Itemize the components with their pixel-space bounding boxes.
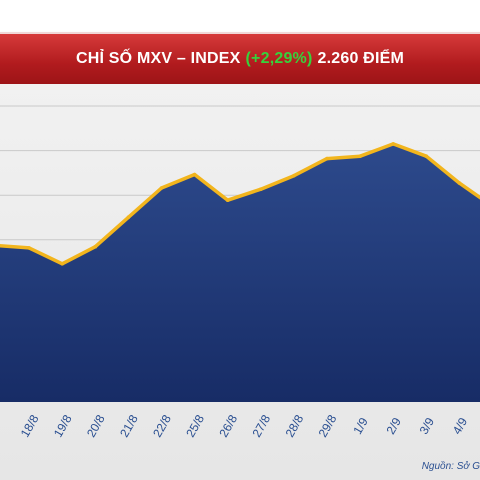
data-point-22-8 xyxy=(159,186,164,190)
x-tick-label: 28/8 xyxy=(283,412,307,440)
data-point-29-8 xyxy=(325,156,329,161)
x-tick-label: 19/8 xyxy=(51,412,75,440)
data-point-26-8 xyxy=(225,198,230,202)
x-tick-label: 4/9 xyxy=(450,415,471,437)
chart-title-banner: CHỈ SỐ MXV – INDEX (+2,29%) 2.260 ĐIỂM xyxy=(0,32,480,86)
x-tick-label: 27/8 xyxy=(249,412,273,440)
x-tick-label: 29/8 xyxy=(316,412,340,440)
x-tick-label: 21/8 xyxy=(117,412,141,440)
title-change-percent: (+2,29%) xyxy=(245,50,313,67)
data-point-21-8 xyxy=(126,215,131,220)
mxv-index-chart: 18/8 19/8 20/8 21/8 22/8 25/8 26/8 27/8 28/8 29/8… xyxy=(0,105,480,440)
data-point-18-8 xyxy=(27,246,31,250)
x-tick-label: 2/9 xyxy=(384,415,405,437)
source-note: Nguồn: Sở G xyxy=(421,461,480,472)
title-prefix: CHỈ SỐ MXV – INDEX xyxy=(76,50,241,67)
data-point-2-9 xyxy=(391,142,396,146)
data-point-25-8 xyxy=(192,172,197,177)
data-point-28-8 xyxy=(292,173,296,178)
index-area-fill xyxy=(0,143,480,402)
data-point-19-8 xyxy=(60,262,64,266)
data-point-20-8 xyxy=(93,244,98,249)
x-tick-label: 1/9 xyxy=(350,415,371,437)
chart-area: 18/8 19/8 20/8 21/8 22/8 25/8 26/8 27/8 28/8 29/8… xyxy=(0,84,480,480)
data-point-1-9 xyxy=(358,154,362,158)
x-tick-label: 3/9 xyxy=(417,415,438,437)
x-tick-label: 25/8 xyxy=(183,412,207,440)
data-point-3-9 xyxy=(424,154,429,158)
x-tick-label: 18/8 xyxy=(18,412,42,440)
data-point-4-9 xyxy=(457,181,462,185)
x-tick-label: 22/8 xyxy=(150,412,174,440)
title-index-value: 2.260 ĐIỂM xyxy=(317,50,404,67)
index-series-line xyxy=(0,142,480,266)
x-tick-label: 26/8 xyxy=(216,412,240,440)
data-point-27-8 xyxy=(259,187,263,191)
x-tick-label: 20/8 xyxy=(84,412,108,440)
